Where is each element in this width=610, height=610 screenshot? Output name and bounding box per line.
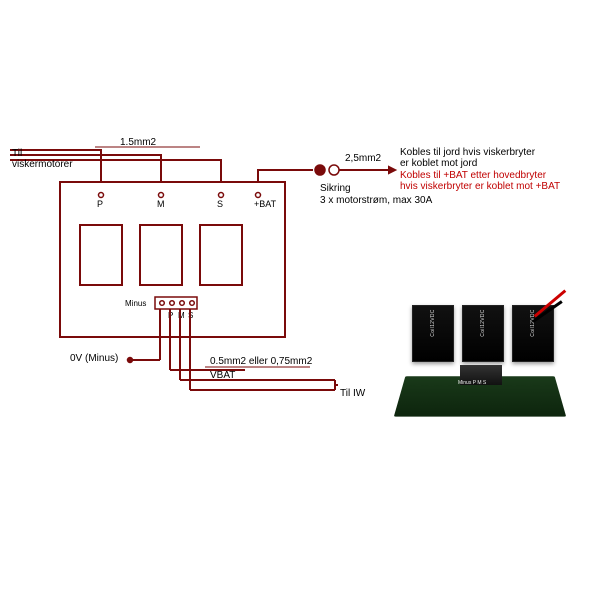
left-label: Til viskermotorer	[12, 148, 73, 170]
right-note-black: Kobles til jord hvis viskerbryter er kob…	[400, 147, 535, 169]
label-gauge-bottom: 0.5mm2 eller 0,75mm2	[210, 356, 312, 367]
wire-gauge-top: 1.5mm2	[120, 137, 156, 148]
svg-text:M: M	[157, 199, 165, 209]
svg-text:S: S	[217, 199, 223, 209]
svg-text:Minus: Minus	[125, 299, 146, 308]
diagram-canvas: PMS+BATMinusPMS Til viskermotorer 1.5mm2…	[0, 0, 610, 610]
svg-text:P: P	[97, 199, 103, 209]
relay-1	[412, 305, 454, 362]
fuse-spec: 3 x motorstrøm, max 30A	[320, 195, 432, 206]
relay-3	[512, 305, 554, 362]
label-0v: 0V (Minus)	[70, 353, 118, 364]
label-vbat: VBAT	[210, 370, 235, 381]
label-til-iw: Til IW	[340, 388, 365, 399]
relay-2	[462, 305, 504, 362]
photo-conn-label: Minus P M S	[458, 380, 486, 386]
relay-board-photo: Minus P M S	[390, 280, 570, 440]
fuse-name: Sikring	[320, 183, 351, 194]
wire-gauge-right: 2,5mm2	[345, 153, 381, 164]
right-note-red: Kobles til +BAT etter hovedbryter hvis v…	[400, 170, 560, 192]
svg-text:+BAT: +BAT	[254, 199, 277, 209]
